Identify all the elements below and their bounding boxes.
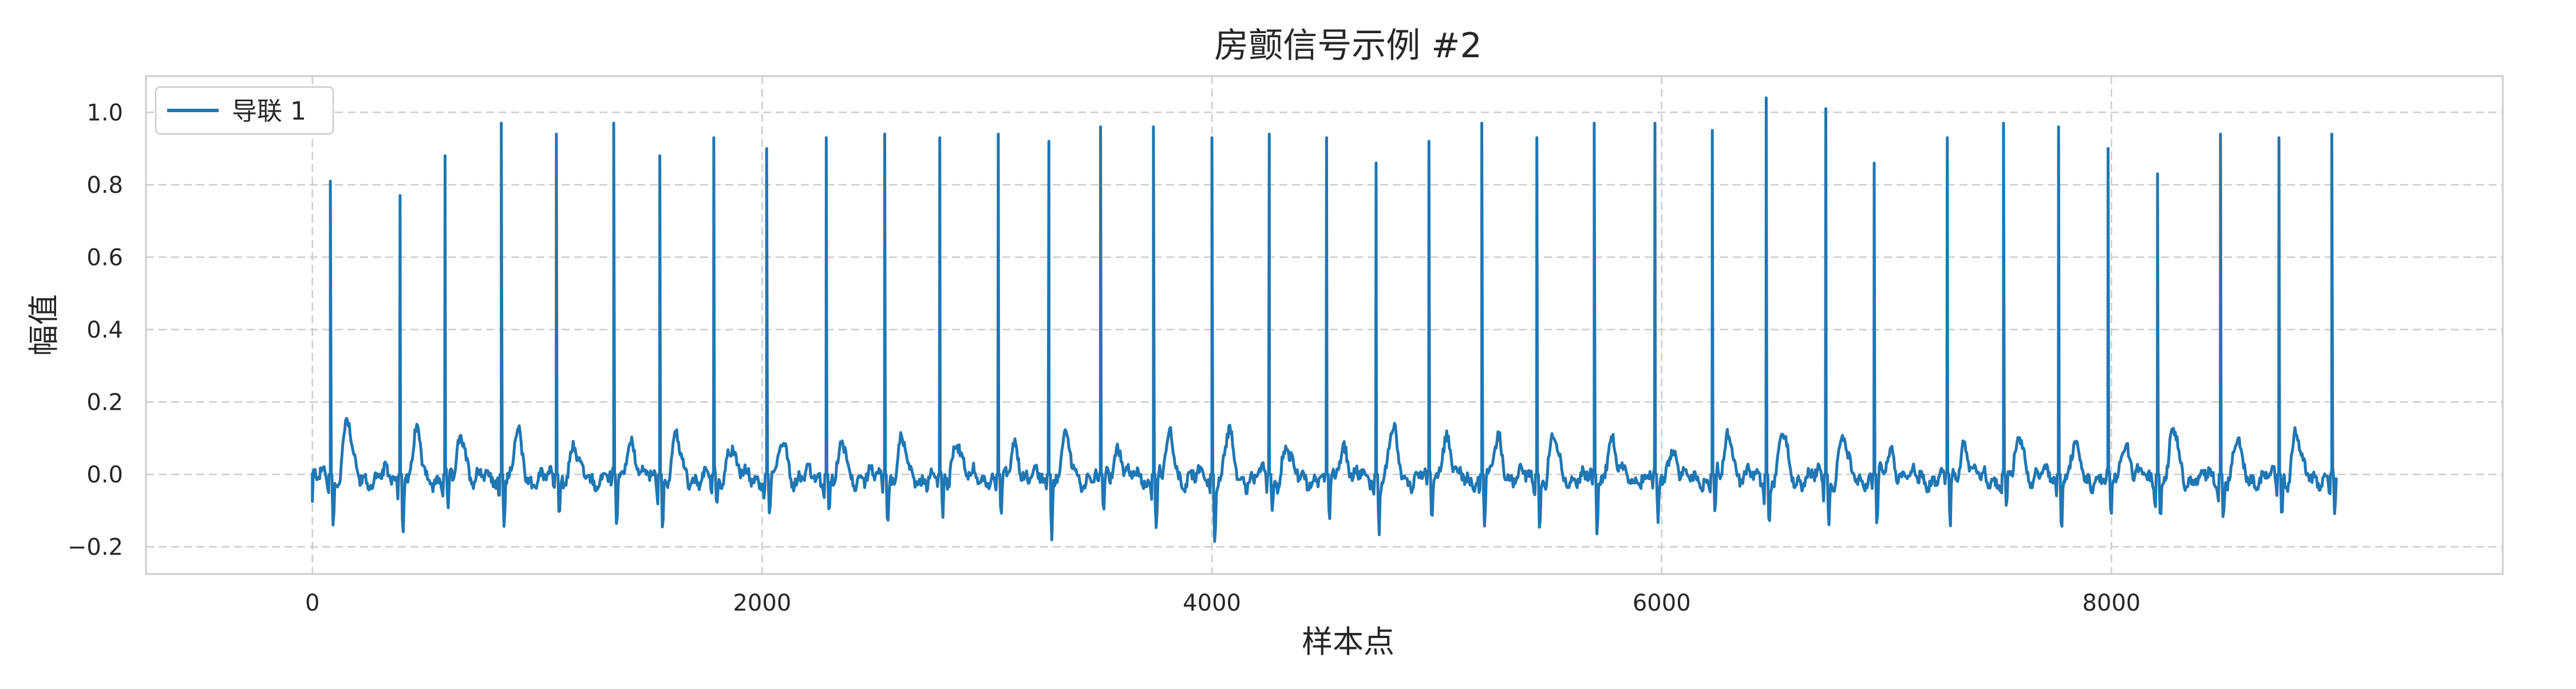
x-axis-ticks: 0 2000 4000 6000 8000 xyxy=(305,590,2140,616)
series-layer xyxy=(311,96,2338,543)
plot-frame xyxy=(145,75,2504,575)
legend: 导联 1 xyxy=(155,86,334,135)
y-tick-label: 0.8 xyxy=(86,172,123,199)
x-tick-label: 0 xyxy=(305,590,319,616)
series-line-lead-1 xyxy=(311,96,2338,543)
x-tick-label: 4000 xyxy=(1183,590,1241,616)
y-axis-label: 幅值 xyxy=(26,294,62,356)
chart-title: 房颤信号示例 #2 xyxy=(1214,26,1482,66)
y-tick-label: 0.4 xyxy=(86,317,123,343)
y-tick-label: 0.6 xyxy=(86,244,123,271)
x-tick-label: 8000 xyxy=(2083,590,2141,616)
x-axis-label: 样本点 xyxy=(1302,624,1394,660)
x-tick-label: 2000 xyxy=(733,590,791,616)
y-tick-label: 0.2 xyxy=(86,389,123,415)
x-tick-label: 6000 xyxy=(1633,590,1691,616)
y-tick-label: 1.0 xyxy=(86,100,123,126)
grid-lines xyxy=(146,76,2503,574)
legend-label-lead-1: 导联 1 xyxy=(232,97,306,126)
y-tick-label: 0.0 xyxy=(86,462,123,488)
y-tick-label: −0.2 xyxy=(68,534,123,561)
legend-box xyxy=(155,86,334,135)
y-axis-ticks: −0.2 0.0 0.2 0.4 0.6 0.8 1.0 xyxy=(68,100,123,560)
